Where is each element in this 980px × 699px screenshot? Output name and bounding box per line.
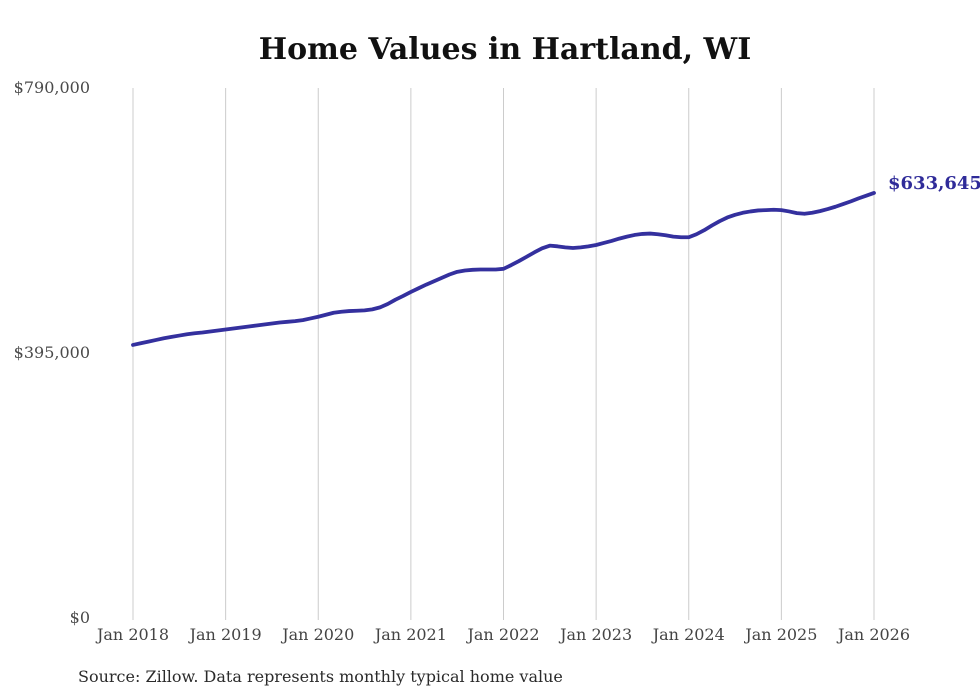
y-tick-label-395000: $395,000 <box>14 343 90 362</box>
y-tick-label-790000: $790,000 <box>14 78 90 97</box>
latest-value-label: $633,645 <box>888 173 980 194</box>
x-tick-label: Jan 2026 <box>836 625 910 644</box>
home-value-series-line <box>131 191 876 347</box>
x-tick-label: Jan 2022 <box>465 625 539 644</box>
x-tick-label: Jan 2024 <box>651 625 725 644</box>
gridlines-group <box>132 88 875 620</box>
x-tick-label: Jan 2018 <box>95 625 169 644</box>
source-note: Source: Zillow. Data represents monthly … <box>78 667 563 686</box>
y-tick-label-0: $0 <box>70 608 90 627</box>
x-axis: Jan 2018 Jan 2019 Jan 2020 Jan 2021 Jan 2022… <box>95 625 910 644</box>
x-tick-label: Jan 2021 <box>373 625 447 644</box>
x-tick-label: Jan 2019 <box>188 625 262 644</box>
x-tick-label: Jan 2020 <box>280 625 354 644</box>
x-tick-label: Jan 2023 <box>558 625 632 644</box>
chart-title: Home Values in Hartland, WI <box>259 32 752 67</box>
y-axis: $790,000 $395,000 $0 <box>14 78 90 627</box>
x-tick-label: Jan 2025 <box>743 625 817 644</box>
